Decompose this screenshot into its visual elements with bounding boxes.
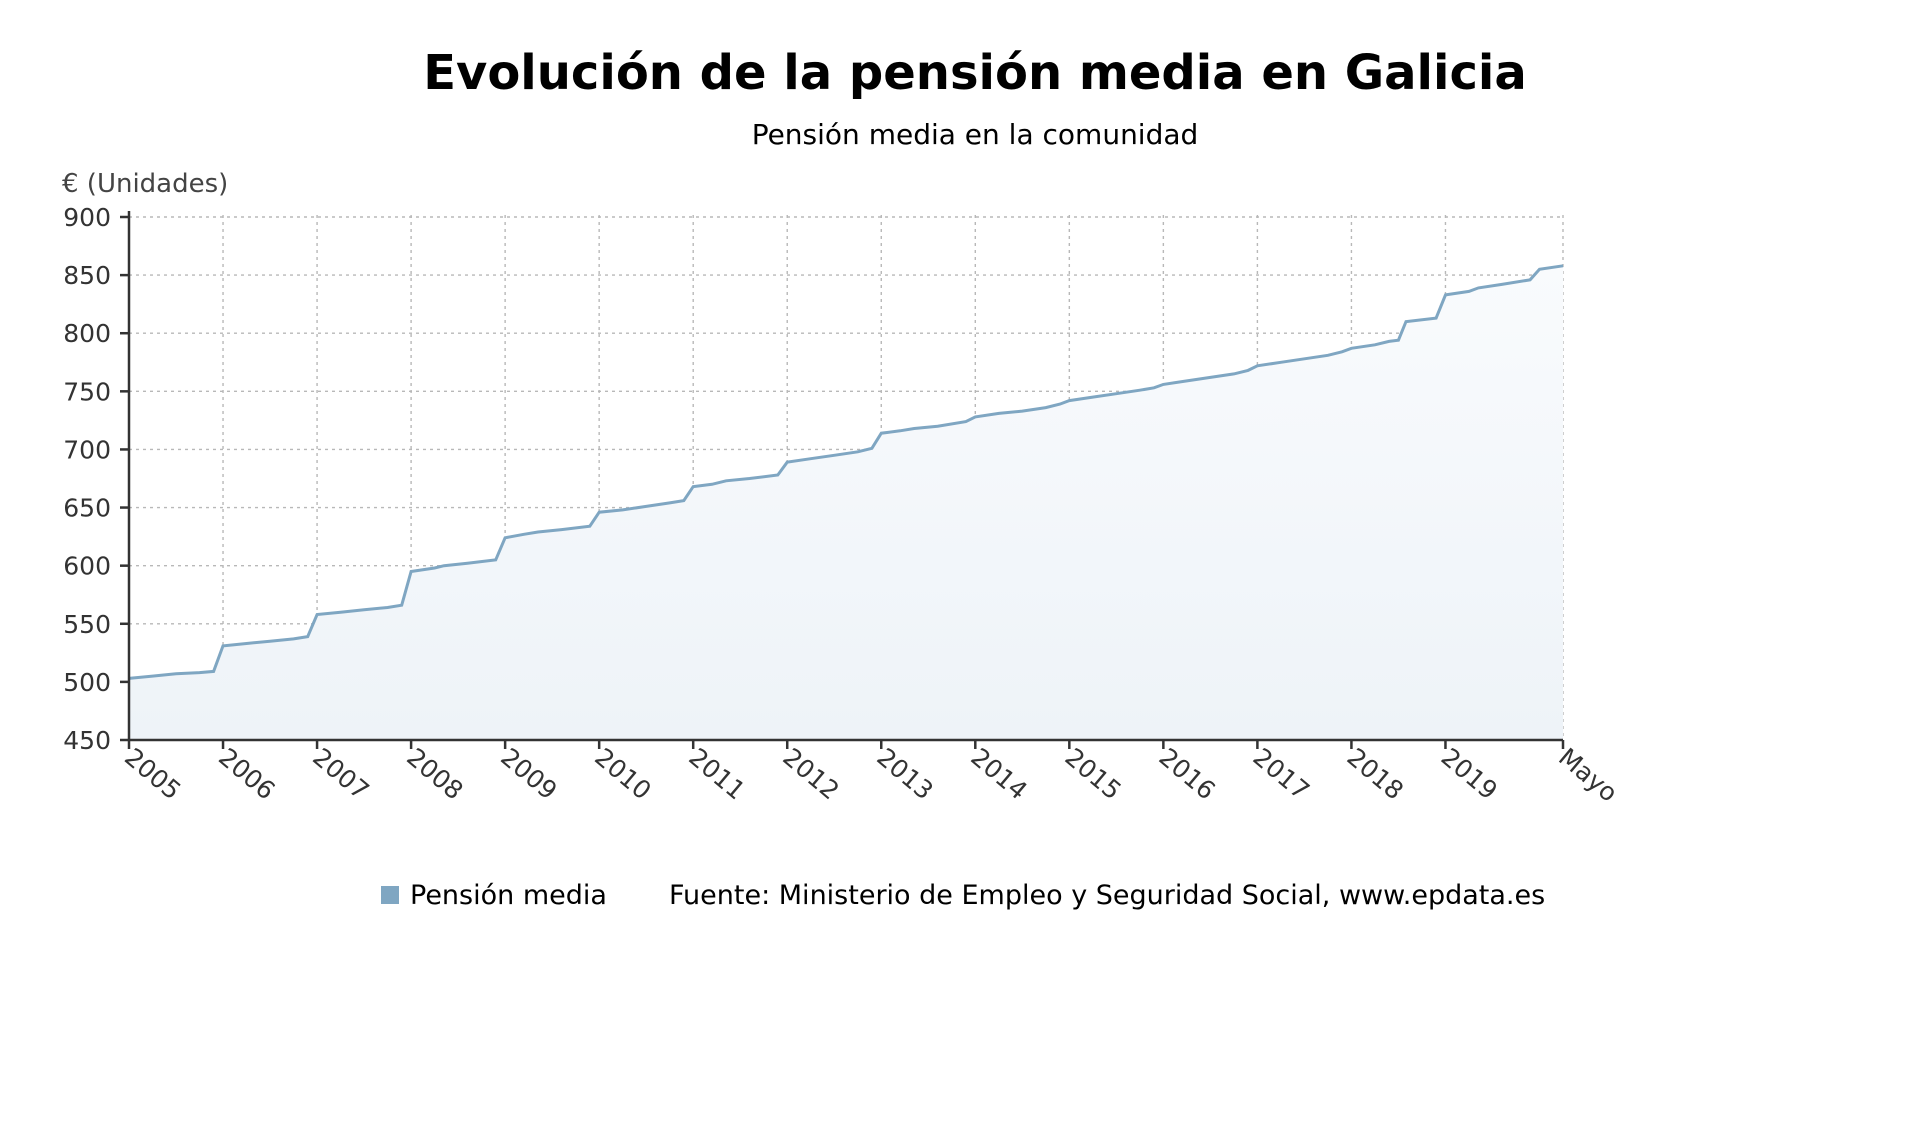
xtick-label-2007: 2007	[307, 742, 374, 805]
ytick-label-600: 600	[63, 552, 111, 581]
xtick-label-2018: 2018	[1342, 742, 1409, 805]
xtick-label-2013: 2013	[871, 742, 938, 805]
series-area-pension-media	[129, 265, 1563, 740]
xtick-label-2019: 2019	[1436, 742, 1503, 805]
legend-label-pension-media: Pensión media	[410, 880, 607, 911]
axes	[127, 211, 1563, 742]
ytick-label-900: 900	[63, 203, 111, 232]
ytick-label-850: 850	[63, 261, 111, 290]
chart-title: Evolución de la pensión media en Galicia	[423, 45, 1527, 101]
xtick-label-2016: 2016	[1154, 742, 1221, 805]
ytick-label-700: 700	[63, 435, 111, 464]
ytick-label-750: 750	[63, 377, 111, 406]
xtick-label-2011: 2011	[683, 742, 750, 805]
ytick-label-650: 650	[63, 494, 111, 523]
xtick-label-2006: 2006	[213, 742, 280, 805]
xtick-label-2015: 2015	[1059, 742, 1126, 805]
ytick-label-450: 450	[63, 726, 111, 755]
ytick-label-500: 500	[63, 668, 111, 697]
y-axis-ticks: 450 500 550 600 650 700 750 800 850 900	[63, 203, 129, 755]
x-axis-ticks: 2005 2006 2007 2008 2009 2010 2011 2012 2013 2014…	[119, 740, 1623, 808]
xtick-label-2008: 2008	[401, 742, 468, 805]
y-axis-unit-label: € (Unidades)	[62, 169, 228, 199]
xtick-label-2014: 2014	[965, 742, 1032, 805]
xtick-label-2005: 2005	[119, 742, 186, 805]
xtick-label-Mayo: Mayo	[1553, 742, 1623, 807]
series-line-pension-media	[128, 264, 1564, 680]
chart-subtitle: Pensión media en la comunidad	[752, 118, 1199, 151]
ytick-label-550: 550	[63, 610, 111, 639]
xtick-label-2010: 2010	[589, 742, 656, 805]
legend: Pensión media Fuente: Ministerio de Empl…	[381, 880, 1545, 911]
legend-swatch-pension-media	[381, 886, 399, 904]
source-note: Fuente: Ministerio de Empleo y Seguridad…	[669, 880, 1545, 911]
ytick-label-800: 800	[63, 319, 111, 348]
xtick-label-2009: 2009	[495, 742, 562, 805]
xtick-label-2017: 2017	[1248, 742, 1315, 805]
xtick-label-2012: 2012	[777, 742, 844, 805]
